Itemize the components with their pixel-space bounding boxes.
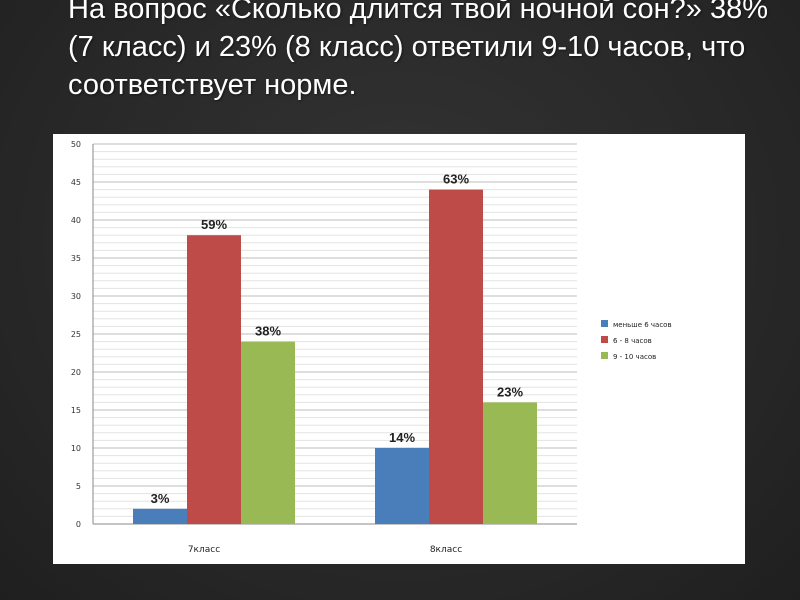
data-label: 38% xyxy=(255,324,281,339)
bar xyxy=(483,402,537,524)
chart-legend: меньше 6 часов 6 - 8 часов 9 - 10 часов xyxy=(601,320,672,361)
data-label: 59% xyxy=(201,217,227,232)
bar xyxy=(187,235,241,524)
data-label: 3% xyxy=(151,491,170,506)
slide-title: На вопрос «Сколько длится твой ночной со… xyxy=(68,0,769,101)
y-tick-label: 25 xyxy=(71,330,81,339)
data-label: 14% xyxy=(389,430,415,445)
x-category-label: 8класс xyxy=(430,545,462,555)
y-tick-label: 50 xyxy=(71,140,81,149)
data-label: 23% xyxy=(497,384,523,399)
bar-chart: 0 5 10 15 20 25 30 35 40 45 50 7класс 8класс 3% 59% 38… xyxy=(71,140,672,555)
bar xyxy=(241,341,295,524)
legend-swatch xyxy=(601,336,608,343)
y-tick-label: 10 xyxy=(71,444,81,453)
data-label: 63% xyxy=(443,172,469,187)
legend-label: 6 - 8 часов xyxy=(613,337,652,345)
bar xyxy=(375,448,429,524)
y-tick-label: 5 xyxy=(76,482,81,491)
bar xyxy=(133,508,187,524)
legend-swatch xyxy=(601,352,608,359)
chart-bars xyxy=(133,189,537,524)
chart-data-labels: 3% 59% 38% 14% 63% 23% xyxy=(151,172,524,506)
legend-swatch xyxy=(601,320,608,327)
y-tick-label: 35 xyxy=(71,254,81,263)
y-tick-label: 20 xyxy=(71,368,81,377)
chart-area: 0 5 10 15 20 25 30 35 40 45 50 7класс 8класс 3% 59% 38… xyxy=(53,134,745,564)
legend-label: 9 - 10 часов xyxy=(613,353,656,361)
x-category-label: 7класс xyxy=(188,545,220,555)
legend-label: меньше 6 часов xyxy=(613,321,672,329)
y-tick-label: 0 xyxy=(76,520,81,529)
y-tick-label: 15 xyxy=(71,406,81,415)
y-tick-label: 40 xyxy=(71,216,81,225)
bar xyxy=(429,189,483,524)
y-tick-label: 30 xyxy=(71,292,81,301)
y-tick-label: 45 xyxy=(71,178,81,187)
